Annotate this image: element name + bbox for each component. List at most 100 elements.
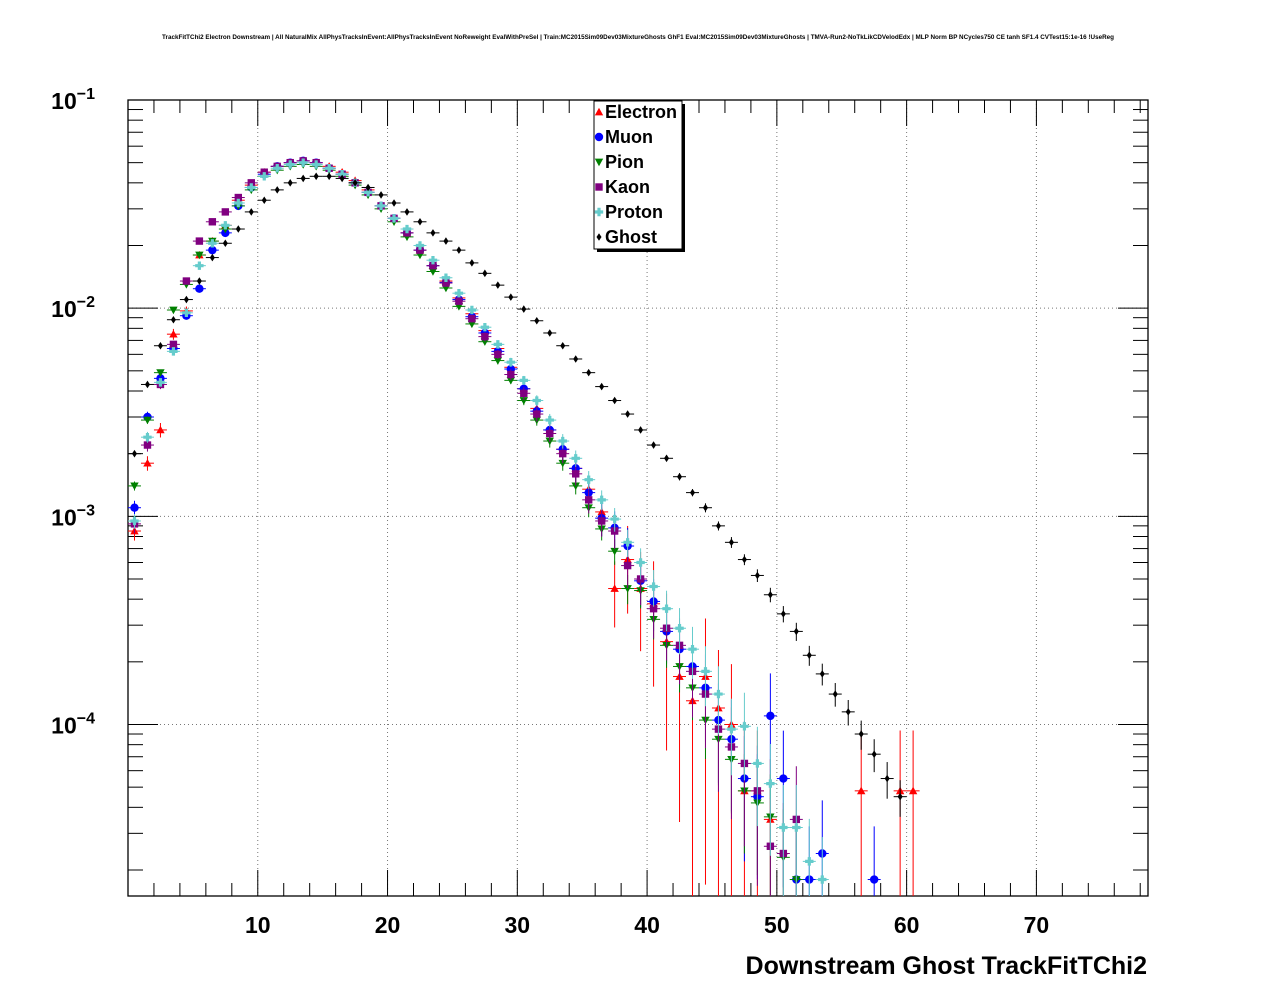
point-marker [482,269,488,278]
point-marker [520,389,528,397]
data-point [543,413,557,427]
data-point [724,698,738,776]
data-point [828,683,842,707]
data-point [789,785,803,896]
data-point [595,382,609,391]
point-marker [221,221,230,230]
x-axis-title: Downstream Ghost TrackFitTChi2 [746,952,1147,980]
data-point [530,407,544,422]
point-marker [156,369,165,377]
x-tick-label: 30 [505,912,531,938]
data-point [660,590,674,632]
legend-label: Electron [605,102,677,122]
data-point [309,172,323,181]
legend-label: Proton [605,202,663,222]
data-point [530,395,544,407]
data-point [763,587,777,603]
point-marker [467,305,477,315]
point-marker [143,441,152,449]
point-marker [521,305,527,313]
point-marker [144,380,150,389]
data-point [543,425,557,443]
point-marker [572,470,580,478]
point-marker [495,281,501,289]
y-tick-base: 10 [51,504,77,530]
point-marker [869,875,879,884]
legend: Electron Muon Pion Kaon Proton Ghost [593,100,685,252]
data-point [374,191,388,199]
data-point [737,692,751,781]
data-point [750,569,764,583]
legend-marker [594,207,604,217]
x-tick-label: 40 [634,912,660,938]
point-marker [793,627,799,636]
point-marker [365,183,371,192]
data-point [322,172,336,181]
data-point [270,164,284,173]
point-marker [584,496,593,504]
data-point [582,487,596,514]
x-tick-label: 10 [245,912,271,938]
data-point [179,277,193,285]
legend-marker [594,107,604,116]
point-marker [651,441,657,449]
point-marker [584,475,593,484]
legend-marker [596,233,602,241]
data-point [841,700,855,726]
data-point [711,521,725,531]
point-marker [547,329,553,337]
point-marker [754,571,760,580]
legend-entry-ghost: Ghost [596,227,657,247]
data-point [153,422,167,438]
data-point [140,380,154,389]
point-marker [571,454,580,463]
point-marker [222,239,228,248]
data-point [166,340,180,349]
data-point [569,450,583,467]
point-marker [261,196,267,205]
point-marker [610,584,619,592]
point-marker [664,454,670,463]
point-marker [208,245,217,255]
point-marker [805,857,814,866]
point-marker [287,179,293,187]
data-point [789,622,803,641]
series-kaon [128,157,803,896]
data-series [128,156,920,896]
data-point [270,186,284,194]
data-point [244,183,258,192]
data-point [724,537,738,548]
point-marker [415,241,425,250]
data-point [400,224,414,234]
data-point [491,281,505,289]
point-marker [819,670,825,678]
data-point [192,284,206,293]
point-marker [702,503,709,512]
point-marker [493,357,503,365]
point-marker [131,449,138,458]
data-point [192,277,206,285]
data-point [348,179,362,187]
data-point [179,295,193,304]
point-marker [818,875,827,884]
point-marker [169,340,178,349]
point-marker [533,410,541,418]
point-marker [404,208,410,216]
x-tick-label: 70 [1024,912,1050,938]
data-point [543,329,557,337]
data-point [906,730,920,896]
point-marker [767,590,773,599]
point-marker [428,255,438,265]
data-point [763,743,777,856]
point-marker [715,522,721,530]
point-marker [429,261,437,270]
chart-title: TrackFitTChi2 Electron Downstream | All … [162,34,1114,41]
data-point [491,340,505,349]
point-marker [560,341,566,350]
data-point [478,269,492,278]
point-marker [753,759,762,768]
data-point [400,208,414,216]
point-marker [234,193,243,202]
data-point [737,554,751,566]
point-marker [195,237,204,245]
